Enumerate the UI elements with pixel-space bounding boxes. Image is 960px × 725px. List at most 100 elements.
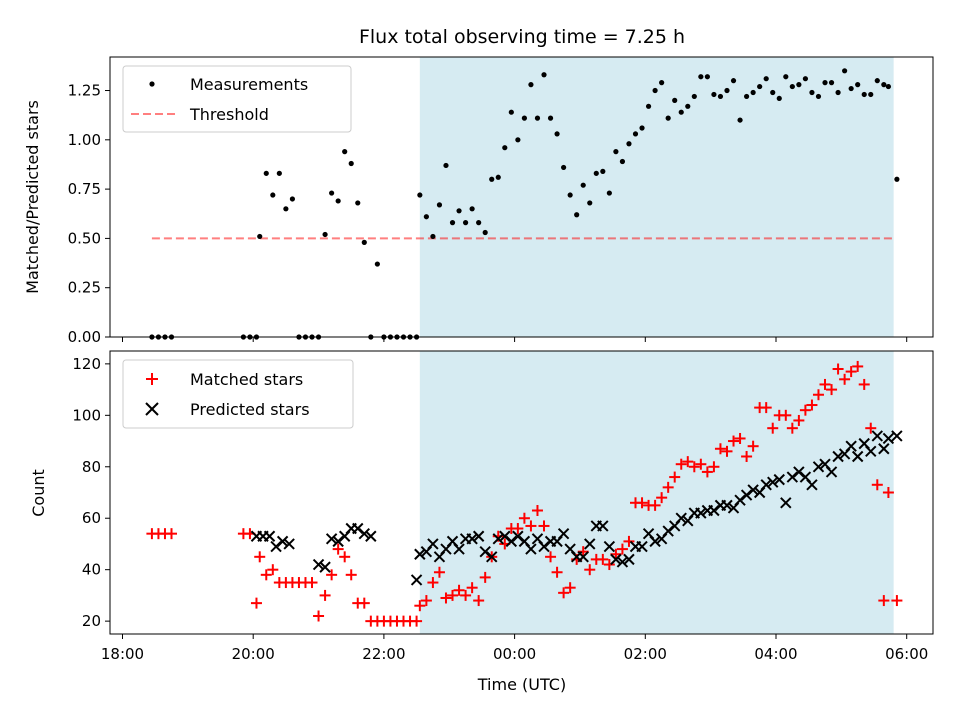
measurement-point [763, 76, 769, 82]
measurement-point [698, 74, 704, 80]
measurement-point [508, 109, 514, 115]
matched-star-point [793, 414, 805, 426]
matched-star-point [780, 409, 792, 421]
predicted-star-point [825, 466, 838, 478]
predicted-star-point [319, 561, 331, 573]
measurement-point [704, 74, 710, 80]
measurement-point [881, 82, 887, 88]
matched-star-point [826, 384, 838, 396]
predicted-star-point [557, 527, 570, 540]
matched-star-point [891, 595, 903, 607]
measurement-point [724, 87, 730, 94]
matched-star-point [433, 566, 445, 578]
measurement-point [374, 261, 380, 267]
matched-star-point [603, 559, 615, 571]
predicted-star-point [871, 430, 883, 442]
predicted-star-point [806, 479, 818, 491]
matched-star-point [865, 422, 877, 434]
measurement-point [276, 170, 282, 176]
matched-star-point [832, 363, 844, 375]
measurement-point [283, 206, 289, 212]
measurement-point [645, 103, 652, 109]
measurement-point [534, 115, 541, 121]
bottom-x-tick-label: 18:00 [101, 645, 144, 663]
predicted-star-point [410, 574, 423, 586]
measurement-point [342, 149, 348, 155]
measurement-point [828, 80, 835, 86]
measurement-point [750, 89, 756, 96]
predicted-star-point [636, 540, 648, 553]
bottom-y-tick-label: 60 [82, 509, 101, 527]
matched-star-point [636, 497, 648, 509]
predicted-star-point [358, 527, 371, 540]
measurement-point [711, 91, 717, 98]
matched-star-point [760, 402, 772, 414]
matched-star-point [260, 569, 272, 581]
bottom-x-tick-label: 00:00 [493, 645, 536, 663]
matched-stars-points [146, 360, 903, 627]
predicted-star-point [603, 540, 616, 553]
measurement-point [329, 190, 335, 196]
predicted-star-point [597, 520, 609, 532]
measurement-point [885, 83, 892, 90]
matched-star-point [806, 399, 818, 411]
measurement-point [355, 200, 361, 206]
measurement-point [639, 125, 645, 131]
predicted-star-point [283, 538, 295, 550]
measurement-point [600, 168, 606, 174]
matched-star-point [747, 440, 759, 452]
measurement-point [835, 89, 841, 96]
measurement-point [770, 89, 776, 96]
matched-star-point [332, 543, 344, 555]
predicted-star-point [472, 530, 485, 542]
predicted-star-point [453, 543, 465, 555]
matched-star-point [447, 589, 459, 601]
matched-star-point [649, 499, 661, 511]
matched-star-point [799, 404, 811, 416]
bottom-y-tick-label: 40 [82, 561, 101, 579]
measurement-point [335, 198, 341, 204]
matched-star-point [358, 597, 370, 609]
matched-star-point [858, 378, 870, 390]
measurement-point [482, 229, 488, 236]
bottom-legend-box [122, 359, 354, 429]
top-y-tick-label: 0.00 [68, 328, 101, 346]
bottom-panel: 20 40 60 80 100 120 18:00 20:00 22:00 00:00 02:00… [29, 350, 934, 694]
matched-star-point [882, 487, 894, 498]
legend-matched-marker [146, 373, 158, 385]
predicted-star-point [851, 450, 864, 463]
matched-star-point [701, 466, 713, 478]
matched-star-point [427, 577, 439, 589]
matched-star-point [473, 595, 485, 607]
matched-star-point [812, 389, 824, 401]
predicted-star-point [466, 533, 478, 545]
top-y-tick-label: 0.50 [68, 229, 101, 247]
measurement-point [757, 83, 763, 90]
matched-star-point [695, 458, 707, 470]
bottom-x-tick-label: 02:00 [624, 645, 667, 663]
predicted-star-point [878, 443, 890, 455]
measurement-point [567, 192, 573, 198]
measurement-point [626, 141, 632, 147]
matched-star-point [656, 492, 668, 504]
matched-star-point [518, 512, 530, 524]
bottom-y-tick-label: 120 [72, 355, 101, 373]
measurement-point [796, 82, 802, 88]
predicted-star-point [623, 553, 635, 566]
predicted-star-point [882, 432, 895, 445]
predicted-star-point [263, 530, 276, 542]
measurement-point [815, 93, 822, 100]
matched-star-point [577, 546, 589, 558]
legend-predicted-label: Predicted stars [190, 400, 310, 419]
predicted-star-point [832, 450, 844, 463]
predicted-star-point [780, 497, 792, 509]
predicted-star-point [721, 499, 733, 512]
matched-star-point [267, 564, 279, 576]
matched-star-point [852, 360, 864, 372]
predicted-star-point [610, 553, 622, 566]
measurement-point [521, 115, 528, 121]
matched-star-point [741, 450, 753, 462]
predicted-star-point [616, 556, 629, 568]
measurement-point [822, 80, 828, 86]
matched-star-point [254, 551, 266, 563]
